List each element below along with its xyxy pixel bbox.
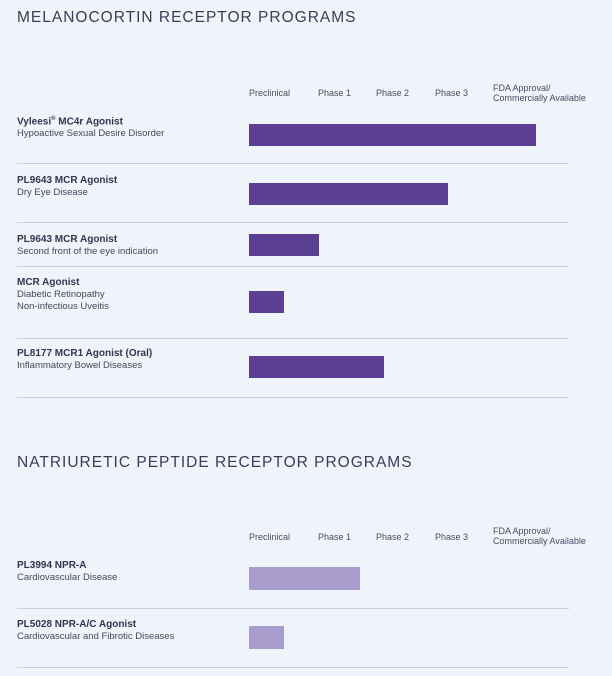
phase-label-fda-line-1: FDA Approval/ [493,83,551,93]
program-indication: Inflammatory Bowel Diseases [17,360,142,372]
row-divider [17,397,569,398]
section-title-natriuretic: NATRIURETIC PEPTIDE RECEPTOR PROGRAMS [17,454,413,471]
phase-label-fda-line-2: Commercially Available [493,93,586,103]
phase-label-preclinical: Preclinical [249,532,291,542]
phase-label-fda-line-2: Commercially Available [493,536,586,546]
phase-label-fda-line-1: FDA Approval/ [493,526,551,536]
section-title-melanocortin: MELANOCORTIN RECEPTOR PROGRAMS [17,9,357,26]
phase-label-fda-approval: FDA Approval/ Commercially Available [493,83,586,103]
program-indication: Dry Eye Disease [17,187,88,199]
program-indication: Diabetic Retinopathy Non-infectious Uvei… [17,289,109,313]
phase-label-phase-3: Phase 3 [435,88,469,98]
row-divider [17,608,569,609]
program-indication: Second front of the eye indication [17,246,158,258]
indication-line: Cardiovascular and Fibrotic Diseases [17,631,175,642]
program-title: PL9643 MCR Agonist [17,234,118,245]
program-bar [249,356,384,378]
phase-label-phase-1: Phase 1 [318,532,352,542]
program-bar [249,124,536,146]
program-indication: Cardiovascular and Fibrotic Diseases [17,631,174,643]
program-title-name: Vyleesi [17,116,52,128]
indication-line: Non-infectious Uveitis [17,301,109,312]
indication-line: Inflammatory Bowel Diseases [17,360,143,371]
program-title: PL9643 MCR Agonist [17,175,118,186]
indication-line: Cardiovascular Disease [17,572,118,583]
row-divider [17,222,569,223]
registered-mark: ® [51,116,56,122]
row-divider [17,338,569,339]
phase-label-phase-2: Phase 2 [376,532,410,542]
phase-label-preclinical: Preclinical [249,88,291,98]
indication-line: Hypoactive Sexual Desire Disorder [17,128,165,139]
program-bar [249,183,448,205]
program-title: PL5028 NPR-A/C Agonist [17,619,137,630]
indication-line: Diabetic Retinopathy [17,289,105,300]
program-indication: Hypoactive Sexual Desire Disorder [17,128,164,140]
phase-label-fda-approval: FDA Approval/ Commercially Available [493,526,586,546]
program-bar [249,234,319,256]
phase-label-phase-3: Phase 3 [435,532,469,542]
program-title: PL8177 MCR1 Agonist (Oral) [17,348,153,359]
program-indication: Cardiovascular Disease [17,572,117,584]
phase-label-phase-2: Phase 2 [376,88,410,98]
program-title: MCR Agonist [17,277,80,288]
row-divider [17,163,569,164]
row-divider [17,266,569,267]
program-bar [249,626,284,649]
indication-line: Dry Eye Disease [17,187,88,198]
program-title: Vyleesi® MC4r Agonist [17,116,123,127]
program-bar [249,567,360,590]
indication-line: Second front of the eye indication [17,246,159,257]
phase-label-phase-1: Phase 1 [318,88,352,98]
program-bar [249,291,284,313]
program-title-rest: MC4r Agonist [55,116,123,128]
row-divider [17,667,569,668]
program-title: PL3994 NPR-A [17,560,87,571]
